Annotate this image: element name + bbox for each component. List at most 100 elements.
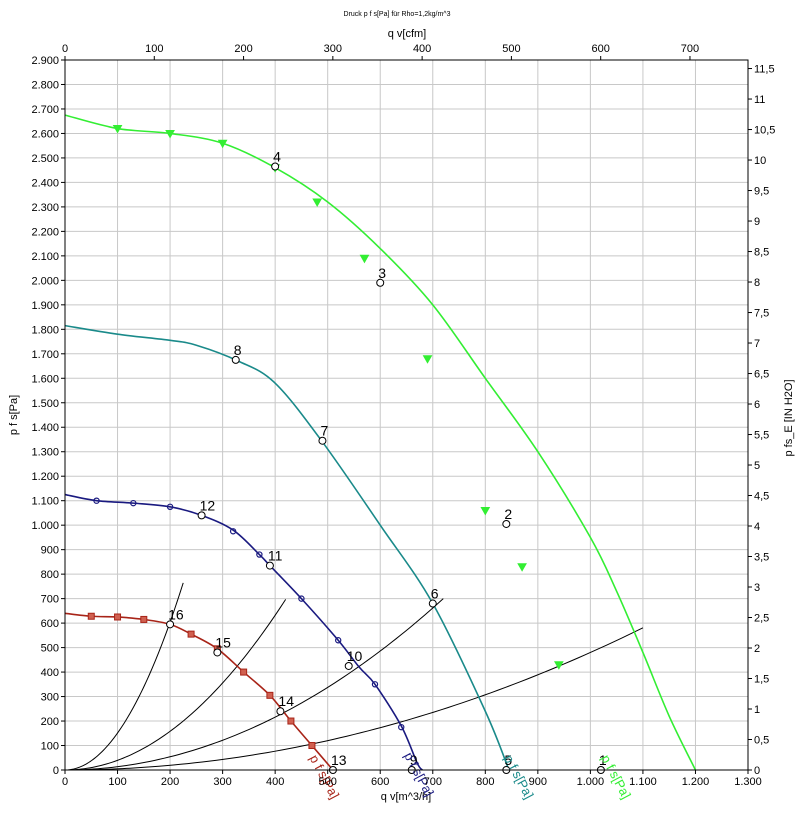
operating-point-marker: [344, 661, 353, 670]
y-left-tick-label: 200: [41, 716, 59, 728]
y-left-tick-label: 400: [41, 667, 59, 679]
y-left-tick-label: 1.900: [31, 300, 59, 312]
operating-point-marker: [271, 162, 280, 171]
x-bottom-tick-label: 700: [424, 776, 442, 788]
y-right-tick-label: 10: [754, 155, 766, 167]
x-bottom-tick-label: 1.300: [734, 776, 762, 788]
system-curve: [64, 627, 644, 771]
y-left-tick-label: 1.300: [31, 447, 59, 459]
y-right-tick-label: 9,5: [754, 186, 769, 198]
y-right-tick-label: 4: [754, 521, 760, 533]
curve-marker: [359, 254, 370, 264]
y-left-tick-label: 2.400: [31, 177, 59, 189]
x-bottom-tick-label: 1.000: [577, 776, 605, 788]
x-top-tick-label: 700: [681, 43, 699, 55]
operating-point-label: 14: [278, 693, 294, 709]
plot-frame: [64, 59, 749, 771]
y-left-tick-label: 1.600: [31, 373, 59, 385]
y-left-tick-label: 2.100: [31, 251, 59, 263]
fan-curve-2: [64, 324, 510, 771]
operating-point-label: 13: [331, 752, 347, 768]
operating-point-marker: [502, 519, 511, 528]
curve-marker: [298, 595, 305, 602]
y-left-tick-label: 2.200: [31, 226, 59, 238]
operating-point-marker: [197, 511, 206, 520]
y-right-tick-label: 1,5: [754, 674, 769, 686]
x-top-tick-label: 500: [502, 43, 520, 55]
curve-marker: [422, 355, 433, 364]
curve-marker: [312, 198, 323, 208]
y-left-tick-label: 2.000: [31, 275, 59, 287]
operating-point-label: 4: [273, 149, 281, 165]
curve-marker: [517, 563, 527, 572]
curve-marker: [256, 551, 263, 558]
curve-marker: [166, 503, 174, 511]
operating-point-marker: [428, 599, 437, 608]
x-bottom-tick-label: 200: [161, 776, 179, 788]
y-right-tick-label: 4,5: [754, 491, 769, 503]
curve-marker: [480, 506, 491, 516]
y-left-tick-label: 1.500: [31, 398, 59, 410]
y-right-tick-label: 2,5: [754, 613, 769, 625]
y-right-tick-label: 10,5: [754, 125, 775, 137]
operating-point-marker: [376, 278, 385, 287]
y-left-tick-label: 1.700: [31, 349, 59, 361]
y-right-tick-label: 9: [754, 216, 760, 228]
operating-point-marker: [231, 355, 240, 364]
operating-point-marker: [318, 436, 327, 445]
y-left-tick-label: 2.600: [31, 128, 59, 140]
y-right-tick-label: 7,5: [754, 308, 769, 320]
x-bottom-tick-label: 100: [108, 776, 126, 788]
y-left-tick-label: 1.000: [31, 520, 59, 532]
operating-point-marker: [265, 561, 274, 570]
y-left-tick-label: 0: [53, 765, 59, 777]
curve-marker: [371, 681, 379, 688]
y-left-tick-label: 2.800: [31, 79, 59, 91]
y-left-tick-label: 800: [41, 569, 59, 581]
y-left-tick-label: 2.900: [31, 55, 59, 67]
operating-point-label: 7: [320, 423, 328, 439]
operating-point-marker: [166, 620, 175, 629]
chart-title: Druck p f s[Pa] für Rho=1,2kg/m^3: [344, 11, 451, 18]
x-bottom-tick-label: 0: [62, 776, 68, 788]
y-right-tick-label: 0,5: [754, 735, 769, 747]
y-left-tick-label: 1.800: [31, 324, 59, 336]
curve-marker: [229, 528, 237, 535]
y-right-tick-label: 2: [754, 643, 760, 655]
operating-point-label: 10: [347, 648, 363, 664]
curve-marker: [240, 668, 248, 676]
operating-point-label: 5: [504, 752, 512, 768]
y-left-tick-label: 2.700: [31, 104, 59, 116]
y-right-tick-label: 3,5: [754, 552, 769, 564]
system-curve: [64, 582, 184, 771]
y-right-tick-label: 8: [754, 277, 760, 289]
curve-marker: [112, 125, 123, 134]
y-left-axis-label: p f s[Pa]: [8, 395, 20, 435]
curve-marker: [187, 630, 195, 638]
operating-point-marker: [213, 648, 222, 657]
operating-point-label: 8: [234, 342, 242, 358]
operating-point-label: 3: [378, 265, 386, 281]
y-left-tick-label: 100: [41, 741, 59, 753]
x-top-tick-label: 400: [413, 43, 431, 55]
y-right-tick-label: 11,5: [754, 64, 775, 76]
y-right-tick-label: 6,5: [754, 369, 769, 381]
y-left-tick-label: 2.300: [31, 202, 59, 214]
curve-marker: [554, 661, 564, 670]
y-right-tick-label: 0: [754, 765, 760, 777]
y-left-tick-label: 600: [41, 618, 59, 630]
x-bottom-tick-label: 1.100: [629, 776, 657, 788]
curve-marker: [165, 129, 175, 139]
y-right-tick-label: 11: [754, 94, 765, 106]
x-bottom-tick-label: 1.200: [682, 776, 710, 788]
y-left-tick-label: 900: [41, 545, 59, 557]
x-top-tick-label: 300: [324, 43, 342, 55]
axes: 0 100 200 300 400 500 600 700 800 900 1.000 1.100 1.…: [31, 43, 775, 788]
operating-point-label: 6: [431, 586, 439, 602]
y-left-tick-label: 700: [41, 594, 59, 606]
x-bottom-tick-label: 600: [371, 776, 389, 788]
x-top-tick-label: 0: [62, 43, 68, 55]
